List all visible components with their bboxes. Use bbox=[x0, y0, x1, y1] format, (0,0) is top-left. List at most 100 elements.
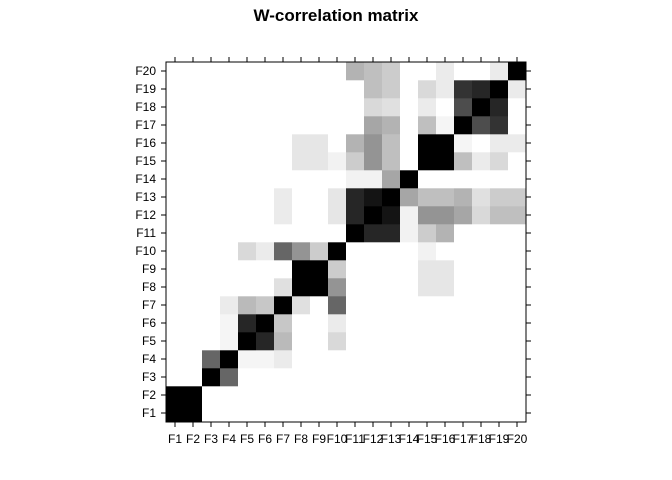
heatmap-cell-F3-F17 bbox=[202, 116, 221, 135]
heatmap-cell-F11-F2 bbox=[346, 386, 365, 405]
heatmap-cell-F11-F1 bbox=[346, 404, 365, 423]
heatmap-cell-F12-F10 bbox=[364, 242, 383, 261]
heatmap-cell-F16-F12 bbox=[436, 206, 455, 225]
heatmap-cell-F17-F20 bbox=[454, 62, 473, 81]
heatmap-cell-F3-F9 bbox=[202, 260, 221, 279]
heatmap-cell-F4-F11 bbox=[220, 224, 239, 243]
heatmap-cell-F14-F8 bbox=[400, 278, 419, 297]
heatmap-cell-F16-F17 bbox=[436, 116, 455, 135]
heatmap-cell-F1-F15 bbox=[166, 152, 185, 171]
heatmap-cell-F20-F16 bbox=[508, 134, 527, 153]
heatmap-cell-F5-F19 bbox=[238, 80, 257, 99]
heatmap-cell-F20-F1 bbox=[508, 404, 527, 423]
heatmap-cell-F9-F19 bbox=[310, 80, 329, 99]
heatmap-cell-F11-F9 bbox=[346, 260, 365, 279]
heatmap-cell-F1-F3 bbox=[166, 368, 185, 387]
heatmap-cell-F10-F4 bbox=[328, 350, 347, 369]
heatmap-cell-F18-F13 bbox=[472, 188, 491, 207]
heatmap-cell-F5-F7 bbox=[238, 296, 257, 315]
heatmap-cell-F15-F14 bbox=[418, 170, 437, 189]
heatmap-cell-F13-F14 bbox=[382, 170, 401, 189]
y-axis-tick-labels: F1 F2 F3 F4 F5 F6 F7 F8 F9 F10 F11 F12 F13 F14 F15 F16 F… bbox=[135, 64, 156, 420]
y-tick-label-F13: F13 bbox=[135, 190, 156, 204]
heatmap-cell-F9-F15 bbox=[310, 152, 329, 171]
heatmap-cell-F13-F20 bbox=[382, 62, 401, 81]
heatmap-cell-F6-F13 bbox=[256, 188, 275, 207]
heatmap-cell-F4-F2 bbox=[220, 386, 239, 405]
heatmap-cell-F19-F1 bbox=[490, 404, 509, 423]
heatmap-cell-F12-F19 bbox=[364, 80, 383, 99]
heatmap-cell-F10-F5 bbox=[328, 332, 347, 351]
y-tick-label-F7: F7 bbox=[142, 298, 156, 312]
heatmap-cell-F17-F9 bbox=[454, 260, 473, 279]
y-tick-label-F17: F17 bbox=[135, 118, 156, 132]
y-tick-label-F5: F5 bbox=[142, 334, 156, 348]
heatmap-cell-F20-F15 bbox=[508, 152, 527, 171]
y-tick-label-F19: F19 bbox=[135, 82, 156, 96]
heatmap-cell-F19-F13 bbox=[490, 188, 509, 207]
heatmap-cell-F4-F8 bbox=[220, 278, 239, 297]
heatmap-cell-F18-F19 bbox=[472, 80, 491, 99]
heatmap-cell-F5-F4 bbox=[238, 350, 257, 369]
heatmap-cell-F3-F18 bbox=[202, 98, 221, 117]
heatmap-cell-F8-F9 bbox=[292, 260, 311, 279]
heatmap-cell-F12-F8 bbox=[364, 278, 383, 297]
heatmap-cell-F20-F17 bbox=[508, 116, 527, 135]
heatmap-cell-F10-F13 bbox=[328, 188, 347, 207]
heatmap-cell-F19-F19 bbox=[490, 80, 509, 99]
heatmap-cell-F9-F6 bbox=[310, 314, 329, 333]
heatmap-cell-F2-F12 bbox=[184, 206, 203, 225]
heatmap-cell-F2-F4 bbox=[184, 350, 203, 369]
heatmap-cell-F1-F9 bbox=[166, 260, 185, 279]
heatmap-cell-F11-F6 bbox=[346, 314, 365, 333]
x-tick-label-F19: F19 bbox=[489, 432, 510, 446]
heatmap-cell-F6-F1 bbox=[256, 404, 275, 423]
heatmap-cell-F6-F16 bbox=[256, 134, 275, 153]
heatmap-cell-F16-F15 bbox=[436, 152, 455, 171]
heatmap-cell-F20-F10 bbox=[508, 242, 527, 261]
heatmap-cell-F14-F15 bbox=[400, 152, 419, 171]
heatmap-cell-F7-F13 bbox=[274, 188, 293, 207]
heatmap-cell-F5-F3 bbox=[238, 368, 257, 387]
y-tick-label-F9: F9 bbox=[142, 262, 156, 276]
heatmap-cell-F18-F1 bbox=[472, 404, 491, 423]
heatmap-cell-F2-F6 bbox=[184, 314, 203, 333]
heatmap-cell-F14-F11 bbox=[400, 224, 419, 243]
heatmap-cell-F14-F9 bbox=[400, 260, 419, 279]
heatmap-cell-F11-F17 bbox=[346, 116, 365, 135]
heatmap-cell-F13-F4 bbox=[382, 350, 401, 369]
heatmap-cell-F16-F6 bbox=[436, 314, 455, 333]
heatmap-cell-F18-F15 bbox=[472, 152, 491, 171]
heatmap-cell-F3-F5 bbox=[202, 332, 221, 351]
heatmap-cell-F10-F16 bbox=[328, 134, 347, 153]
heatmap-cell-F7-F16 bbox=[274, 134, 293, 153]
heatmap-cell-F2-F18 bbox=[184, 98, 203, 117]
heatmap-cell-F8-F18 bbox=[292, 98, 311, 117]
heatmap-cell-F7-F15 bbox=[274, 152, 293, 171]
heatmap-cell-F18-F8 bbox=[472, 278, 491, 297]
heatmap-cell-F15-F4 bbox=[418, 350, 437, 369]
heatmap-cell-F9-F17 bbox=[310, 116, 329, 135]
heatmap-cell-F19-F7 bbox=[490, 296, 509, 315]
heatmap-cell-F4-F6 bbox=[220, 314, 239, 333]
heatmap-cell-F3-F1 bbox=[202, 404, 221, 423]
heatmap-cell-F2-F19 bbox=[184, 80, 203, 99]
heatmap-cell-F2-F16 bbox=[184, 134, 203, 153]
x-tick-label-F4: F4 bbox=[222, 432, 236, 446]
heatmap-cell-F9-F11 bbox=[310, 224, 329, 243]
heatmap-cell-F13-F5 bbox=[382, 332, 401, 351]
heatmap-cell-F18-F16 bbox=[472, 134, 491, 153]
heatmap-cell-F16-F16 bbox=[436, 134, 455, 153]
heatmap-cell-F16-F7 bbox=[436, 296, 455, 315]
heatmap-cell-F19-F4 bbox=[490, 350, 509, 369]
heatmap-cell-F8-F2 bbox=[292, 386, 311, 405]
heatmap-cell-F11-F13 bbox=[346, 188, 365, 207]
heatmap-cell-F11-F3 bbox=[346, 368, 365, 387]
heatmap-cell-F13-F2 bbox=[382, 386, 401, 405]
y-tick-label-F14: F14 bbox=[135, 172, 156, 186]
heatmap-cell-F13-F8 bbox=[382, 278, 401, 297]
heatmap-cell-F1-F11 bbox=[166, 224, 185, 243]
y-tick-label-F12: F12 bbox=[135, 208, 156, 222]
heatmap-cell-F6-F14 bbox=[256, 170, 275, 189]
